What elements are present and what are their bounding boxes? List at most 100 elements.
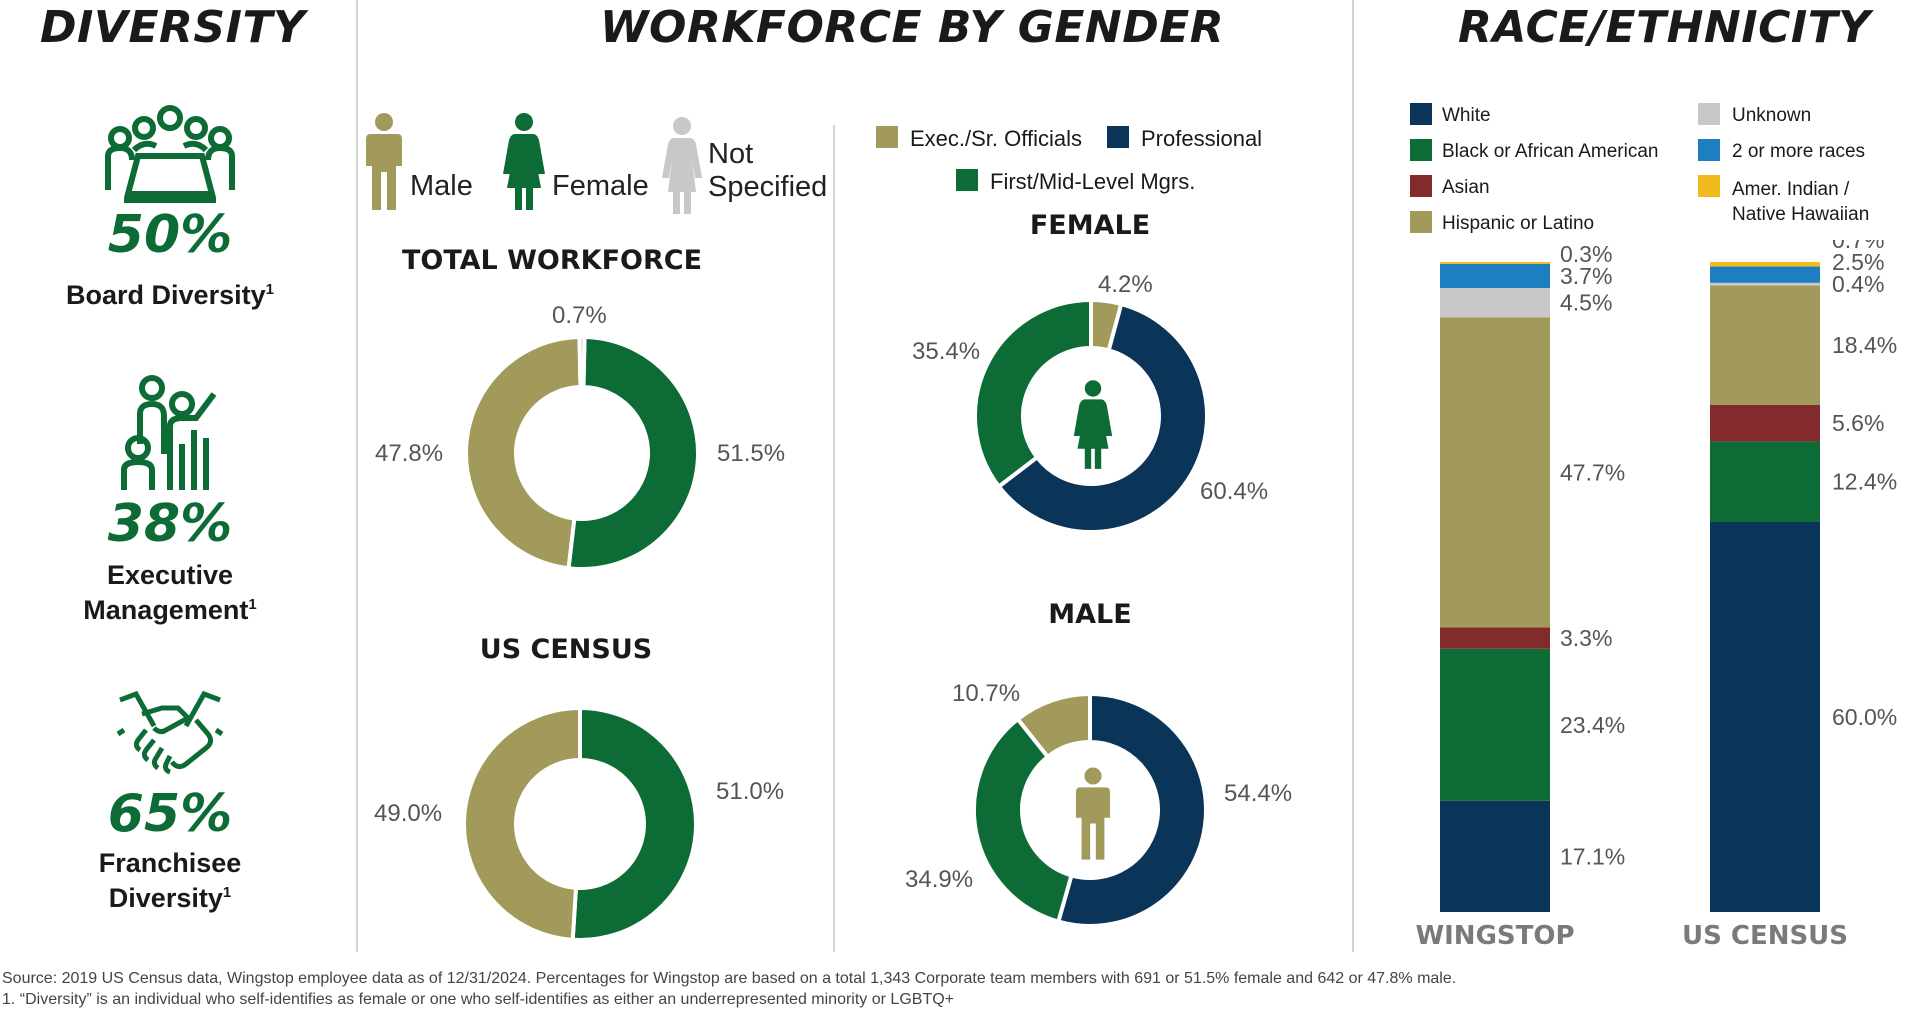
legend-two-more: 2 or more races (1732, 141, 1866, 162)
male-professional-pct: 54.4% (1224, 780, 1293, 807)
legend-swatch-hispanic (1410, 211, 1432, 233)
legend-swatch-black (1410, 139, 1432, 161)
divider-2 (833, 125, 835, 952)
female-mgrs-pct: 35.4% (912, 338, 981, 365)
not-specified-person-icon (662, 117, 702, 214)
male-exec-pct: 10.7% (952, 680, 1021, 707)
workforce-by-gender-title: WORKFORCE BY GENDER (600, 2, 1225, 53)
bar-segment-us-census-amer-indian-native-hawaiian (1710, 262, 1820, 267)
legend-amer-indian: Amer. Indian / Native Hawaiian (1732, 179, 1870, 225)
bar-segment-wingstop-white (1440, 800, 1550, 912)
legend-professional: Professional (1141, 126, 1263, 151)
bar-label: 0.7% (1832, 240, 1884, 253)
diversity-title: DIVERSITY (40, 2, 306, 53)
legend-swatch-amer-indian (1698, 175, 1720, 197)
female-person-icon-center (1073, 380, 1113, 469)
bar-label: 4.5% (1560, 290, 1612, 316)
total-workforce-donut (464, 334, 700, 571)
race-ethnicity-stacked-bars: 17.1% 23.4% 3.3% 47.7% 4.5%3.7%0.3% WINGSTOP 6… (1415, 240, 1897, 951)
bar-label: 60.0% (1832, 704, 1897, 730)
total-male-pct: 47.8% (375, 440, 444, 467)
bar-label: 12.4% (1832, 469, 1897, 495)
legend-unknown: Unknown (1732, 105, 1812, 126)
team-presentation-icon (121, 375, 217, 490)
total-female-pct: 51.5% (717, 440, 786, 467)
legend-swatch-asian (1410, 175, 1432, 197)
legend-swatch-professional (1107, 126, 1129, 148)
donut-slice-female (570, 705, 698, 942)
donut-slice-not-specified (577, 335, 587, 390)
total-workforce-title: TOTAL WORKFORCE (401, 245, 703, 276)
bar-label: 3.7% (1560, 263, 1612, 289)
bar-label: 5.6% (1832, 410, 1884, 436)
legend-mgrs: First/Mid-Level Mgrs. (990, 169, 1196, 194)
bar-segment-us-census-white (1710, 522, 1820, 912)
bar-segment-us-census-2-or-more-races (1710, 266, 1820, 283)
bar-segment-wingstop-2-or-more-races (1440, 263, 1550, 288)
divider-1 (356, 0, 358, 952)
source-footnote: Source: 2019 US Census data, Wingstop em… (2, 970, 1457, 987)
donut-slice-professional (996, 301, 1209, 534)
diversity-footnote: 1. “Diversity” is an individual who self… (2, 991, 954, 1008)
male-person-icon-center (1075, 767, 1111, 860)
franchisee-diversity-percent: 65% (107, 784, 233, 844)
donut-slice-professional (1055, 691, 1208, 928)
franchisee-diversity-label: Franchisee Diversity1 (98, 848, 242, 913)
bar-label: 17.1% (1560, 843, 1625, 869)
legend-not-specified: Not Specified (708, 138, 828, 203)
bar-segment-wingstop-hispanic-or-latino (1440, 317, 1550, 628)
board-meeting-icon (105, 105, 235, 203)
us-census-title: US CENSUS (479, 634, 653, 665)
legend-white: White (1442, 105, 1491, 126)
donut-slice-first-mid-level-mgrs- (973, 297, 1093, 490)
female-exec-pct: 4.2% (1098, 271, 1153, 298)
female-person-icon (503, 113, 545, 210)
donut-slice-first-mid-level-mgrs- (972, 716, 1074, 925)
census-male-pct: 49.0% (374, 800, 443, 827)
bar-label: 0.3% (1560, 241, 1612, 267)
bar-segment-wingstop-unknown (1440, 288, 1550, 318)
bar-segment-wingstop-asian (1440, 627, 1550, 649)
bar-label: 23.4% (1560, 712, 1625, 738)
race-ethnicity-title: RACE/ETHNICITY (1458, 2, 1871, 53)
donut-slice-female (566, 334, 700, 571)
executive-management-label: Executive Management1 (83, 560, 257, 625)
male-chart-title: MALE (1048, 599, 1132, 630)
male-roles-donut (972, 691, 1208, 928)
male-mgrs-pct: 34.9% (905, 866, 974, 893)
legend-swatch-two-more (1698, 139, 1720, 161)
bar-label: 2.5% (1832, 249, 1884, 275)
total-not-specified-pct: 0.7% (552, 302, 607, 329)
legend-swatch-white (1410, 103, 1432, 125)
bar-segment-us-census-unknown (1710, 282, 1820, 286)
bar-label: 47.7% (1560, 459, 1625, 485)
female-roles-donut (973, 297, 1209, 534)
male-person-icon (366, 113, 402, 210)
bar-category-label: US CENSUS (1682, 921, 1848, 951)
bar-label: 3.3% (1560, 625, 1612, 651)
female-chart-title: FEMALE (1029, 210, 1151, 241)
legend-male: Male (410, 170, 473, 202)
bar-category-label: WINGSTOP (1415, 921, 1574, 951)
us-census-donut (462, 705, 698, 942)
legend-hispanic: Hispanic or Latino (1442, 213, 1595, 234)
board-diversity-percent: 50% (107, 205, 233, 265)
handshake-icon (116, 690, 224, 775)
divider-3 (1352, 0, 1354, 952)
census-female-pct: 51.0% (716, 778, 785, 805)
legend-swatch-exec (876, 126, 898, 148)
bar-segment-us-census-hispanic-or-latino (1710, 285, 1820, 405)
legend-female: Female (552, 170, 649, 202)
legend-asian: Asian (1442, 177, 1490, 198)
legend-black: Black or African American (1442, 141, 1659, 162)
bar-segment-wingstop-black-or-african-american (1440, 648, 1550, 801)
bar-segment-us-census-black-or-african-american (1710, 441, 1820, 522)
bar-label: 0.4% (1832, 271, 1884, 297)
bar-segment-us-census-asian (1710, 405, 1820, 442)
bar-label: 18.4% (1832, 332, 1897, 358)
board-diversity-label: Board Diversity1 (66, 280, 274, 310)
donut-slice-male (462, 705, 582, 942)
legend-swatch-mgrs (956, 169, 978, 191)
bar-segment-wingstop-amer-indian-native-hawaiian (1440, 262, 1550, 264)
donut-slice-male (464, 334, 583, 571)
